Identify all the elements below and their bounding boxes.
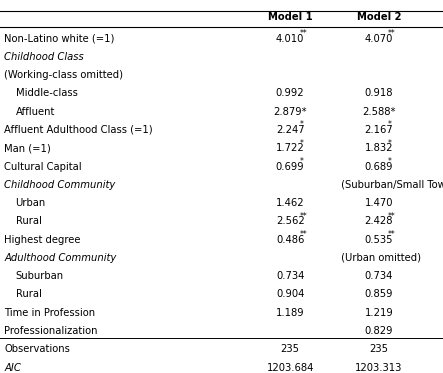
Text: 1203.684: 1203.684 [267,363,314,373]
Text: *: * [299,157,303,166]
Text: 2.879*: 2.879* [273,107,307,117]
Text: **: ** [299,230,307,239]
Text: 1.722: 1.722 [276,143,304,153]
Text: Time in Profession: Time in Profession [4,308,96,318]
Text: **: ** [299,212,307,221]
Text: 4.010: 4.010 [276,34,304,44]
Text: Non-Latino white (=1): Non-Latino white (=1) [4,34,115,44]
Text: *: * [388,157,392,166]
Text: 2.588*: 2.588* [362,107,396,117]
Text: 0.992: 0.992 [276,88,304,98]
Text: Affluent: Affluent [16,107,55,117]
Text: (Working-class omitted): (Working-class omitted) [4,70,124,80]
Text: (Suburban/Small Town omitted): (Suburban/Small Town omitted) [338,180,443,190]
Text: 0.829: 0.829 [365,326,393,336]
Text: AIC: AIC [4,363,21,373]
Text: Cultural Capital: Cultural Capital [4,162,82,172]
Text: 2.562: 2.562 [276,216,304,226]
Text: **: ** [388,212,396,221]
Text: Affluent Adulthood Class (=1): Affluent Adulthood Class (=1) [4,125,153,135]
Text: 0.734: 0.734 [365,271,393,281]
Text: 1.219: 1.219 [365,308,393,318]
Text: Childhood Class: Childhood Class [4,52,84,62]
Text: 0.918: 0.918 [365,88,393,98]
Text: Model 1: Model 1 [268,12,313,22]
Text: *: * [388,139,392,148]
Text: Rural: Rural [16,289,41,300]
Text: Rural: Rural [16,216,41,226]
Text: *: * [299,120,303,129]
Text: 2.167: 2.167 [365,125,393,135]
Text: 1.189: 1.189 [276,308,304,318]
Text: Adulthood Community: Adulthood Community [4,253,117,263]
Text: Childhood Community: Childhood Community [4,180,116,190]
Text: 1.832: 1.832 [365,143,393,153]
Text: Highest degree: Highest degree [4,235,81,245]
Text: 1.470: 1.470 [365,198,393,208]
Text: 4.070: 4.070 [365,34,393,44]
Text: Suburban: Suburban [16,271,64,281]
Text: Professionalization: Professionalization [4,326,98,336]
Text: 2.428: 2.428 [365,216,393,226]
Text: **: ** [388,230,396,239]
Text: 0.734: 0.734 [276,271,304,281]
Text: 2.247: 2.247 [276,125,304,135]
Text: Man (=1): Man (=1) [4,143,51,153]
Text: 0.535: 0.535 [365,235,393,245]
Text: Middle-class: Middle-class [16,88,78,98]
Text: 0.699: 0.699 [276,162,304,172]
Text: 0.689: 0.689 [365,162,393,172]
Text: Observations: Observations [4,344,70,354]
Text: 235: 235 [281,344,299,354]
Text: Urban: Urban [16,198,46,208]
Text: 235: 235 [369,344,388,354]
Text: *: * [299,139,303,148]
Text: (Urban omitted): (Urban omitted) [338,253,421,263]
Text: 0.904: 0.904 [276,289,304,300]
Text: 1203.313: 1203.313 [355,363,402,373]
Text: **: ** [388,29,396,38]
Text: Model 2: Model 2 [357,12,401,22]
Text: *: * [388,120,392,129]
Text: 0.859: 0.859 [365,289,393,300]
Text: 0.486: 0.486 [276,235,304,245]
Text: **: ** [299,29,307,38]
Text: 1.462: 1.462 [276,198,304,208]
